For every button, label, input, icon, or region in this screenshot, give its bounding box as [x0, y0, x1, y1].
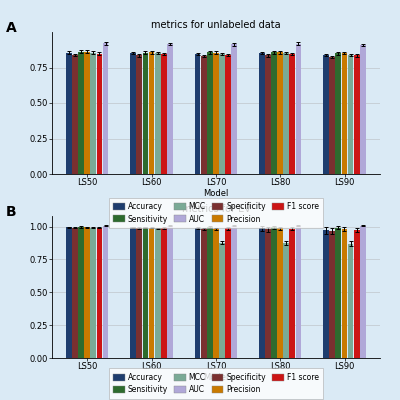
Bar	[354, 230, 360, 358]
Bar	[283, 53, 289, 174]
Bar	[90, 228, 96, 358]
Bar	[136, 56, 142, 174]
Bar	[195, 54, 200, 174]
Bar	[84, 227, 90, 358]
Bar	[103, 226, 108, 358]
Bar	[342, 53, 347, 174]
X-axis label: Model: Model	[203, 188, 229, 198]
Bar	[354, 56, 360, 174]
Bar	[155, 53, 160, 174]
Bar	[219, 242, 225, 358]
Bar	[96, 228, 102, 358]
Bar	[72, 55, 78, 174]
Bar	[78, 227, 84, 358]
Bar	[201, 56, 206, 174]
Bar	[142, 52, 148, 174]
Bar	[348, 55, 354, 174]
Bar	[213, 229, 219, 358]
Bar	[259, 228, 265, 358]
Bar	[213, 52, 219, 174]
Title: metrics for EV: metrics for EV	[182, 204, 250, 214]
Bar	[167, 44, 173, 174]
Bar	[231, 44, 237, 174]
Text: A: A	[6, 21, 17, 35]
Bar	[136, 228, 142, 358]
Bar	[207, 228, 213, 358]
Bar	[201, 229, 206, 358]
Bar	[149, 52, 154, 174]
Bar	[207, 52, 213, 174]
Bar	[161, 228, 167, 358]
Bar	[290, 54, 295, 174]
Bar	[271, 228, 277, 358]
Bar	[329, 231, 335, 358]
Bar	[219, 54, 225, 174]
Bar	[323, 55, 329, 174]
Bar	[142, 227, 148, 358]
Text: B: B	[6, 205, 17, 219]
Bar	[296, 44, 301, 174]
Bar	[277, 52, 283, 174]
Bar	[265, 56, 271, 174]
Bar	[130, 228, 136, 358]
Bar	[167, 226, 173, 358]
Bar	[155, 228, 160, 358]
Bar	[342, 230, 347, 358]
Bar	[90, 52, 96, 174]
Bar	[290, 229, 295, 358]
Bar	[130, 53, 136, 174]
Bar	[265, 230, 271, 358]
Bar	[78, 52, 84, 174]
Bar	[161, 54, 167, 174]
Bar	[271, 52, 277, 174]
Bar	[323, 230, 329, 358]
Bar	[225, 55, 231, 174]
Bar	[296, 226, 301, 358]
Legend: Accuracy, Sensitivity, MCC, AUC, Specificity, Precision, F1 score: Accuracy, Sensitivity, MCC, AUC, Specifi…	[109, 198, 323, 228]
Bar	[336, 228, 341, 358]
Bar	[225, 228, 231, 358]
Bar	[72, 228, 78, 358]
Bar	[84, 52, 90, 174]
Bar	[66, 52, 72, 174]
Title: metrics for unlabeled data: metrics for unlabeled data	[151, 20, 281, 30]
Bar	[103, 43, 108, 174]
Bar	[360, 45, 366, 174]
Bar	[149, 228, 154, 358]
Legend: Accuracy, Sensitivity, MCC, AUC, Specificity, Precision, F1 score: Accuracy, Sensitivity, MCC, AUC, Specifi…	[109, 368, 323, 399]
Bar	[283, 243, 289, 358]
Bar	[329, 57, 335, 174]
Bar	[96, 54, 102, 174]
Bar	[195, 228, 200, 358]
Bar	[66, 227, 72, 358]
Bar	[360, 226, 366, 358]
X-axis label: Model: Model	[203, 372, 229, 382]
Bar	[231, 226, 237, 358]
Bar	[336, 53, 341, 174]
Bar	[259, 53, 265, 174]
Bar	[348, 244, 354, 358]
Bar	[277, 228, 283, 358]
